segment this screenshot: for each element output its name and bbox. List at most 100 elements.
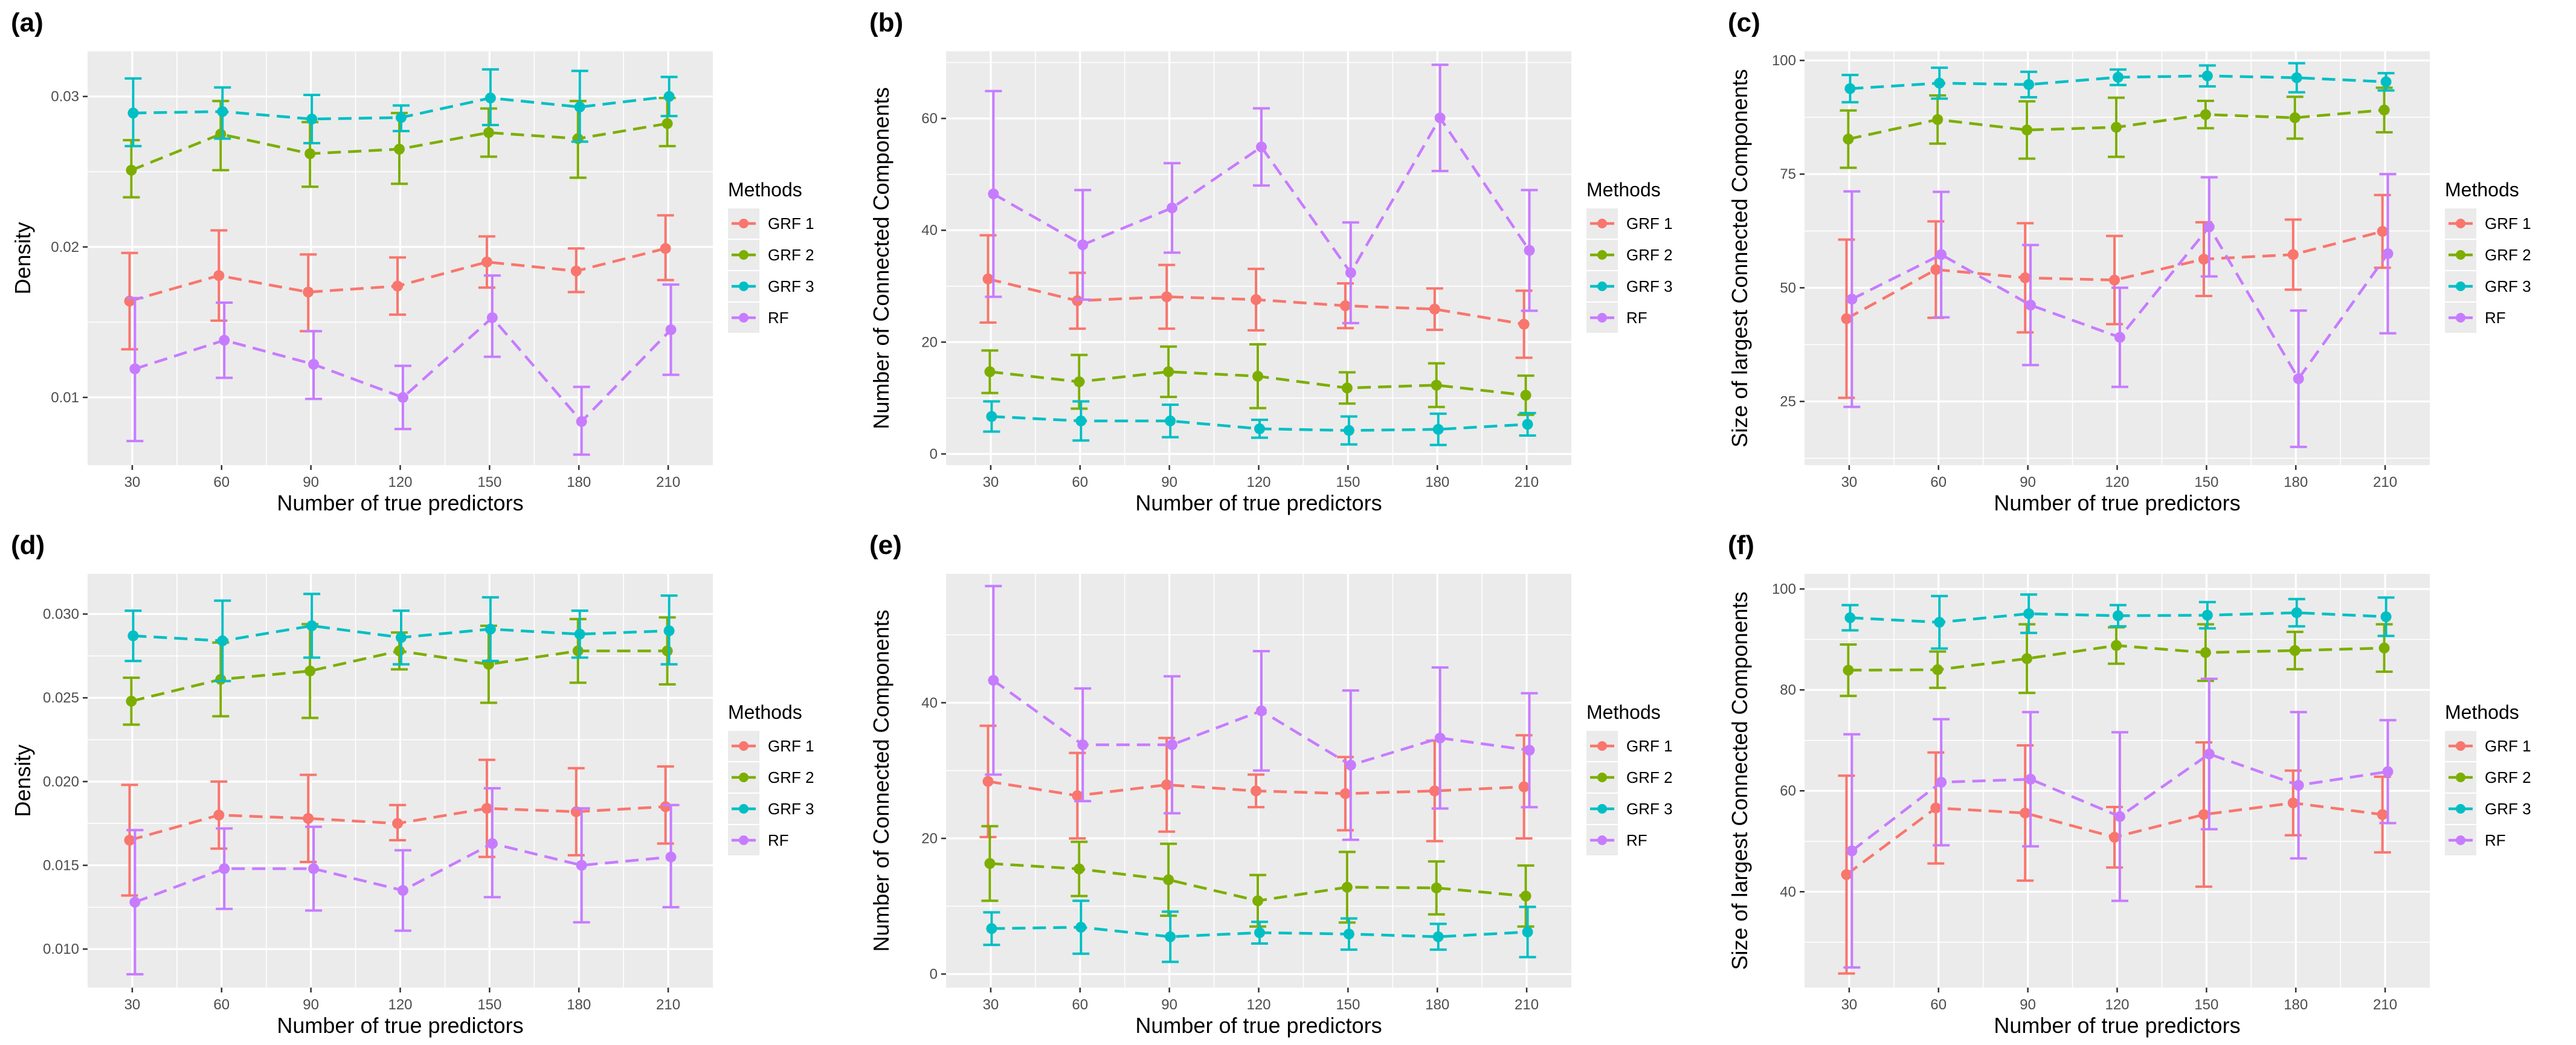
series-grf-2 <box>123 616 676 726</box>
legend-item: GRF 2 <box>728 240 814 270</box>
legend-key-point <box>1597 219 1607 228</box>
legend-item: RF <box>728 303 789 333</box>
data-point <box>2114 811 2125 822</box>
legend-key-point <box>739 835 749 845</box>
series-grf-3 <box>1841 593 2395 650</box>
data-point <box>1932 664 1943 675</box>
data-point <box>662 118 673 129</box>
legend-item: RF <box>1586 825 1647 855</box>
data-point <box>392 818 404 829</box>
y-tick-label: 0.03 <box>51 89 79 105</box>
data-point <box>2291 72 2302 83</box>
data-point <box>1520 890 1531 902</box>
data-point <box>576 860 587 871</box>
panel-tag: (f) <box>1728 530 1754 560</box>
y-tick-label: 0.015 <box>43 858 79 874</box>
data-point <box>1843 133 1854 145</box>
legend-key-point <box>739 219 749 228</box>
legend-item: GRF 2 <box>1586 240 1673 270</box>
data-point <box>1254 927 1265 939</box>
data-point <box>213 809 225 821</box>
data-point <box>483 127 494 138</box>
panel-f: (f) 40 60 80 100 30 60 90 120 150 180 210 Number of … <box>1717 522 2575 1045</box>
legend-key-point <box>2456 313 2465 323</box>
data-point <box>219 335 230 346</box>
legend-key-point <box>739 804 749 814</box>
chart-svg: (c) 25 50 75 100 30 60 90 120 150 180 210 Number of … <box>1727 8 2531 515</box>
data-point <box>1434 732 1446 744</box>
data-point <box>2293 373 2304 384</box>
data-point <box>1167 202 1178 214</box>
data-point <box>1518 781 1530 793</box>
legend-key-point <box>2456 219 2465 228</box>
data-point <box>986 923 997 934</box>
legend-label: GRF 3 <box>1626 277 1673 295</box>
x-tick-label: 30 <box>124 997 141 1013</box>
x-tick-label: 180 <box>2284 997 2308 1013</box>
x-tick-label: 180 <box>1425 997 1449 1013</box>
y-tick-label: 20 <box>921 334 938 350</box>
data-point <box>215 674 227 685</box>
chart-svg: (f) 40 60 80 100 30 60 90 120 150 180 210 Number of … <box>1727 530 2531 1038</box>
series-rf <box>1843 677 2397 969</box>
x-tick-label: 150 <box>477 997 501 1013</box>
data-point <box>304 665 316 677</box>
legend-item: RF <box>1586 303 1647 333</box>
x-axis-title: Number of true predictors <box>1994 490 2240 515</box>
data-point <box>1339 788 1351 799</box>
panel-a: (a) 0.01 0.02 0.03 30 60 90 120 150 180 210 Number … <box>0 0 858 522</box>
legend-key-point <box>1597 804 1607 814</box>
data-point <box>572 645 584 657</box>
x-tick-label: 30 <box>1841 474 1858 490</box>
series-rf <box>126 274 680 456</box>
series-grf-3 <box>124 68 678 147</box>
legend-label: GRF 2 <box>2485 768 2531 786</box>
legend-label: GRF 3 <box>2485 800 2531 818</box>
data-point <box>1255 705 1267 716</box>
x-tick-label: 150 <box>1336 997 1360 1013</box>
data-point <box>1431 379 1442 391</box>
data-point <box>1254 423 1265 434</box>
data-point <box>1846 845 1858 857</box>
data-point <box>1255 141 1267 153</box>
series-rf <box>126 786 680 976</box>
data-point <box>2020 807 2031 818</box>
panel-e: (e) 0 20 40 30 60 90 120 150 180 210 Number of true… <box>858 522 1717 1045</box>
panel-tag: (e) <box>869 530 902 560</box>
legend-item: GRF 3 <box>2445 271 2531 301</box>
data-point <box>1846 294 1858 305</box>
x-tick-label: 60 <box>213 997 230 1013</box>
data-point <box>1345 267 1356 278</box>
data-point <box>1163 874 1174 886</box>
data-point <box>2023 79 2035 90</box>
x-tick-label: 60 <box>213 474 230 490</box>
panel-b: (b) 0 20 40 60 30 60 90 120 150 180 210 Number of tr… <box>858 0 1717 522</box>
x-tick-label: 120 <box>1246 997 1270 1013</box>
data-point <box>2198 809 2209 820</box>
x-tick-label: 90 <box>303 997 319 1013</box>
legend-key-point <box>1597 281 1607 291</box>
data-point <box>2291 607 2302 619</box>
legend-label: GRF 1 <box>1626 737 1673 755</box>
legend-label: RF <box>768 831 789 849</box>
x-tick-label: 120 <box>388 474 412 490</box>
data-point <box>2111 121 2122 133</box>
data-point <box>1252 895 1264 907</box>
legend-key-point <box>2456 741 2465 751</box>
data-point <box>1343 928 1354 940</box>
legend-item: GRF 1 <box>1586 208 1673 239</box>
legend-item: GRF 2 <box>2445 240 2531 270</box>
x-tick-label: 30 <box>1841 997 1858 1013</box>
series-grf-2 <box>981 825 1534 928</box>
panel-tag: (c) <box>1728 8 1760 37</box>
data-point <box>1843 664 1854 676</box>
y-tick-label: 0.01 <box>51 390 79 406</box>
data-point <box>2201 609 2213 621</box>
y-axis-title: Density <box>10 222 35 294</box>
data-point <box>982 776 994 787</box>
legend-key-point <box>2456 835 2465 845</box>
data-point <box>2289 112 2301 123</box>
data-point <box>1522 419 1533 430</box>
data-point <box>1077 239 1089 251</box>
y-tick-label: 100 <box>1772 581 1796 597</box>
